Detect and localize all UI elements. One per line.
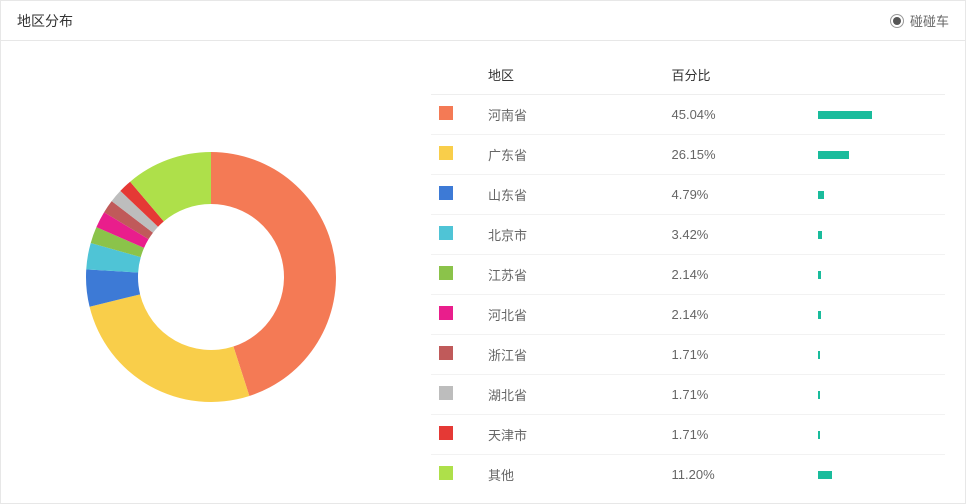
table-row: 广东省26.15%	[431, 135, 945, 175]
percent-bar	[818, 231, 937, 239]
region-name: 天津市	[480, 415, 664, 455]
region-name: 北京市	[480, 215, 664, 255]
color-swatch	[439, 106, 453, 120]
color-swatch	[439, 146, 453, 160]
percent-bar-fill	[818, 111, 871, 119]
table-row: 江苏省2.14%	[431, 255, 945, 295]
color-swatch	[439, 426, 453, 440]
region-name: 河南省	[480, 95, 664, 135]
table-row: 湖北省1.71%	[431, 375, 945, 415]
region-percent: 11.20%	[664, 455, 811, 495]
region-name: 江苏省	[480, 255, 664, 295]
percent-bar	[818, 111, 937, 119]
region-percent: 1.71%	[664, 375, 811, 415]
percent-bar-fill	[818, 351, 820, 359]
region-percent: 2.14%	[664, 255, 811, 295]
donut-chart-area	[1, 41, 421, 503]
col-header-percent: 百分比	[664, 55, 811, 95]
region-name: 其他	[480, 455, 664, 495]
percent-bar	[818, 351, 937, 359]
region-percent: 45.04%	[664, 95, 811, 135]
color-swatch	[439, 186, 453, 200]
table-row: 河南省45.04%	[431, 95, 945, 135]
region-percent: 26.15%	[664, 135, 811, 175]
percent-bar-fill	[818, 311, 821, 319]
percent-bar-fill	[818, 191, 824, 199]
color-swatch	[439, 266, 453, 280]
percent-bar	[818, 391, 937, 399]
percent-bar-fill	[818, 431, 820, 439]
region-distribution-panel: 地区分布 碰碰车 地区 百分比 河南省45.04%广东省26.15%山东省4.7…	[0, 0, 966, 504]
table-row: 山东省4.79%	[431, 175, 945, 215]
region-percent: 1.71%	[664, 415, 811, 455]
panel-title: 地区分布	[17, 11, 73, 31]
color-swatch	[439, 386, 453, 400]
table-row: 浙江省1.71%	[431, 335, 945, 375]
region-table: 地区 百分比 河南省45.04%广东省26.15%山东省4.79%北京市3.42…	[431, 55, 945, 494]
series-radio-option[interactable]: 碰碰车	[890, 11, 949, 30]
percent-bar	[818, 191, 937, 199]
donut-slice[interactable]	[90, 294, 250, 402]
percent-bar-fill	[818, 471, 831, 479]
region-percent: 1.71%	[664, 335, 811, 375]
radio-label: 碰碰车	[910, 11, 949, 30]
radio-checked-icon	[890, 14, 904, 28]
region-name: 广东省	[480, 135, 664, 175]
percent-bar-fill	[818, 231, 822, 239]
percent-bar	[818, 151, 937, 159]
region-name: 河北省	[480, 295, 664, 335]
region-name: 山东省	[480, 175, 664, 215]
region-percent: 2.14%	[664, 295, 811, 335]
panel-body: 地区 百分比 河南省45.04%广东省26.15%山东省4.79%北京市3.42…	[1, 41, 965, 503]
color-swatch	[439, 346, 453, 360]
col-header-region: 地区	[480, 55, 664, 95]
color-swatch	[439, 306, 453, 320]
panel-header: 地区分布 碰碰车	[1, 1, 965, 41]
region-table-area: 地区 百分比 河南省45.04%广东省26.15%山东省4.79%北京市3.42…	[421, 41, 965, 503]
table-row: 天津市1.71%	[431, 415, 945, 455]
table-row: 河北省2.14%	[431, 295, 945, 335]
region-name: 浙江省	[480, 335, 664, 375]
table-row: 北京市3.42%	[431, 215, 945, 255]
percent-bar	[818, 431, 937, 439]
table-row: 其他11.20%	[431, 455, 945, 495]
donut-chart	[71, 137, 351, 417]
region-percent: 3.42%	[664, 215, 811, 255]
percent-bar-fill	[818, 151, 849, 159]
percent-bar	[818, 271, 937, 279]
region-percent: 4.79%	[664, 175, 811, 215]
region-name: 湖北省	[480, 375, 664, 415]
color-swatch	[439, 466, 453, 480]
percent-bar-fill	[818, 391, 820, 399]
color-swatch	[439, 226, 453, 240]
percent-bar-fill	[818, 271, 821, 279]
percent-bar	[818, 311, 937, 319]
percent-bar	[818, 471, 937, 479]
